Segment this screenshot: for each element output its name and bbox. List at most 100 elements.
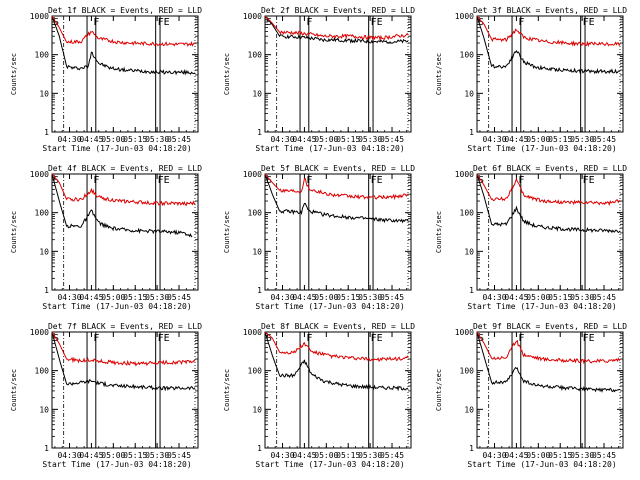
marker-label-fe: FE <box>583 17 595 28</box>
x-axis-label: Start Time (17-Jun-03 04:18:20) <box>42 302 191 311</box>
panel-title: Det 6f BLACK = Events, RED = LLD <box>473 164 627 173</box>
y-tick-label: 1 <box>469 444 474 453</box>
plot-frame <box>51 173 199 291</box>
marker-label-fe: FE <box>158 175 170 186</box>
y-tick-label: 100 <box>460 51 475 60</box>
y-tick-label: 100 <box>248 209 263 218</box>
marker-label-s: S <box>266 17 272 28</box>
x-tick-label: 05:45 <box>380 135 404 144</box>
y-tick-label: 1000 <box>30 12 49 21</box>
x-tick-label: 05:15 <box>123 135 147 144</box>
series-line-events <box>51 15 196 76</box>
x-tick-label: 05:30 <box>570 293 594 302</box>
x-tick-label: 05:00 <box>526 135 550 144</box>
x-axis-label: Start Time (17-Jun-03 04:18:20) <box>467 144 616 153</box>
series-line-lld <box>476 173 621 207</box>
series-line-lld <box>51 15 196 47</box>
x-tick-label: 04:45 <box>504 451 528 460</box>
marker-label-fe: FE <box>371 333 383 344</box>
marker-label-s: S <box>266 333 272 344</box>
y-tick-label: 1000 <box>243 12 262 21</box>
plot-frame <box>264 15 412 133</box>
marker-label-f: F <box>306 333 312 344</box>
detector-panel-4: Det 4f BLACK = Events, RED = LLD Counts/s… <box>10 164 202 311</box>
marker-label-f: F <box>518 333 524 344</box>
y-tick-label: 1 <box>469 128 474 137</box>
x-tick-label: 04:45 <box>292 293 316 302</box>
x-tick-label: 05:30 <box>570 135 594 144</box>
y-tick-label: 1 <box>257 128 262 137</box>
marker-label-f: F <box>93 175 99 186</box>
x-tick-label: 05:00 <box>526 293 550 302</box>
x-tick-label: 05:45 <box>592 135 616 144</box>
panel-title: Det 1f BLACK = Events, RED = LLD <box>48 6 202 15</box>
x-tick-label: 05:30 <box>145 451 169 460</box>
detector-panel-1: Det 1f BLACK = Events, RED = LLD Counts/s… <box>10 6 202 153</box>
y-tick-label: 1000 <box>243 328 262 337</box>
plot-frame <box>264 331 412 449</box>
x-tick-label: 04:30 <box>57 293 81 302</box>
x-tick-label: 04:45 <box>79 293 103 302</box>
x-tick-label: 04:45 <box>292 135 316 144</box>
x-tick-label: 05:00 <box>314 293 338 302</box>
y-tick-label: 10 <box>39 89 49 98</box>
x-tick-label: 05:30 <box>358 135 382 144</box>
x-tick-label: 05:45 <box>380 293 404 302</box>
x-tick-label: 05:00 <box>101 293 125 302</box>
marker-label-fe: FE <box>583 333 595 344</box>
x-axis-label: Start Time (17-Jun-03 04:18:20) <box>467 302 616 311</box>
marker-label-f: F <box>306 175 312 186</box>
y-tick-label: 10 <box>464 405 474 414</box>
x-tick-label: 05:45 <box>380 451 404 460</box>
y-tick-label: 1000 <box>30 328 49 337</box>
x-tick-label: 04:45 <box>79 451 103 460</box>
x-tick-label: 05:00 <box>314 451 338 460</box>
plot-frame <box>264 173 412 291</box>
y-axis-label: Counts/sec <box>10 211 18 253</box>
x-tick-label: 05:00 <box>314 135 338 144</box>
x-tick-label: 04:45 <box>79 135 103 144</box>
x-tick-label: 05:15 <box>548 451 572 460</box>
series-line-events <box>51 331 196 392</box>
y-tick-label: 1000 <box>455 12 474 21</box>
series-line-lld <box>51 173 196 207</box>
y-tick-label: 1 <box>44 128 49 137</box>
x-tick-label: 04:30 <box>482 451 506 460</box>
series-line-lld <box>264 331 409 363</box>
plot-frame <box>476 331 624 449</box>
series-line-lld <box>476 15 621 48</box>
x-tick-label: 05:30 <box>145 135 169 144</box>
x-tick-label: 04:45 <box>504 135 528 144</box>
series-line-events <box>264 173 409 224</box>
y-axis-label: Counts/sec <box>223 369 231 411</box>
panel-title: Det 4f BLACK = Events, RED = LLD <box>48 164 202 173</box>
x-tick-label: 04:30 <box>270 135 294 144</box>
series-line-lld <box>51 331 196 367</box>
x-axis-label: Start Time (17-Jun-03 04:18:20) <box>42 460 191 469</box>
series-line-events <box>264 15 409 45</box>
detector-panel-5: Det 5f BLACK = Events, RED = LLD Counts/s… <box>223 164 415 311</box>
y-tick-label: 1000 <box>455 328 474 337</box>
y-tick-label: 1 <box>257 444 262 453</box>
y-axis-label: Counts/sec <box>10 369 18 411</box>
x-tick-label: 05:15 <box>123 451 147 460</box>
x-tick-label: 05:15 <box>336 451 360 460</box>
x-tick-label: 05:00 <box>526 451 550 460</box>
y-axis-label: Counts/sec <box>223 211 231 253</box>
y-tick-label: 100 <box>460 367 475 376</box>
marker-label-f: F <box>518 17 524 28</box>
plot-frame <box>476 15 624 133</box>
x-tick-label: 05:30 <box>145 293 169 302</box>
y-tick-label: 100 <box>35 209 50 218</box>
marker-label-s: S <box>478 17 484 28</box>
y-tick-label: 10 <box>252 247 262 256</box>
marker-label-fe: FE <box>371 175 383 186</box>
plot-frame <box>476 173 624 291</box>
panel-title: Det 3f BLACK = Events, RED = LLD <box>473 6 627 15</box>
y-tick-label: 100 <box>35 51 50 60</box>
y-tick-label: 10 <box>252 89 262 98</box>
x-axis-label: Start Time (17-Jun-03 04:18:20) <box>255 302 404 311</box>
x-tick-label: 05:00 <box>101 451 125 460</box>
marker-label-f: F <box>306 17 312 28</box>
x-tick-label: 05:45 <box>592 293 616 302</box>
